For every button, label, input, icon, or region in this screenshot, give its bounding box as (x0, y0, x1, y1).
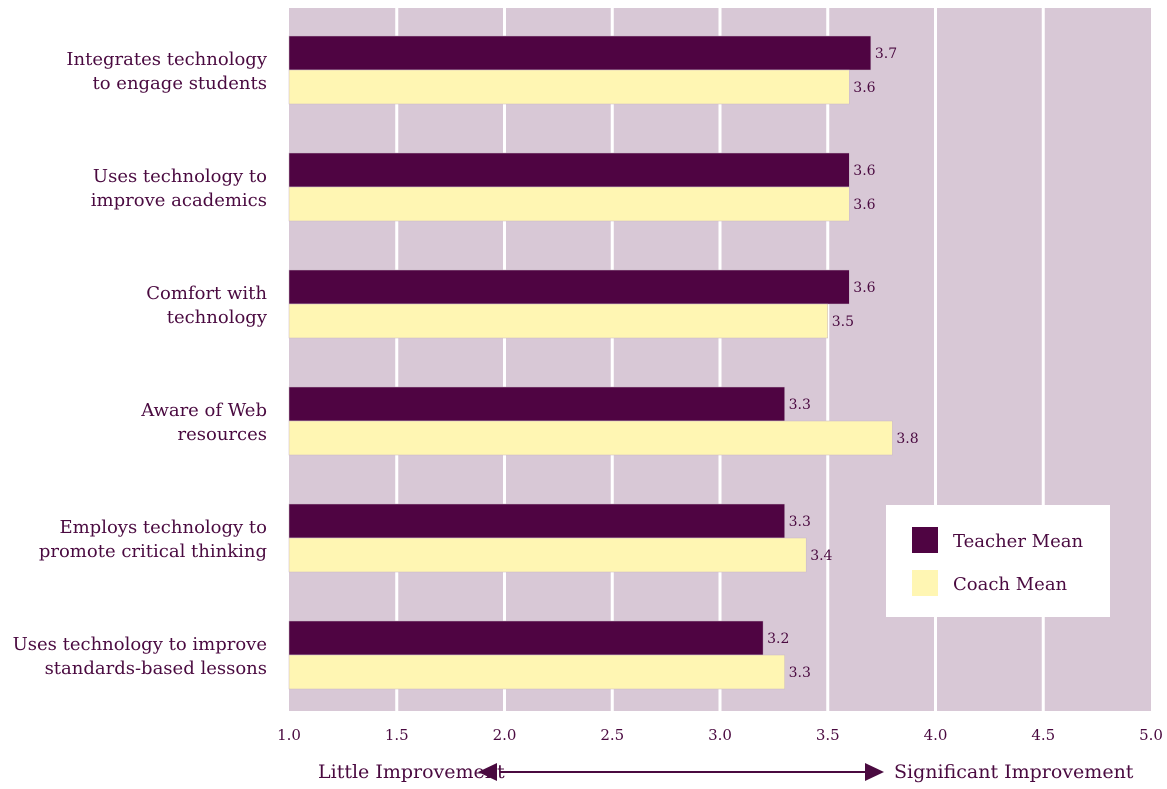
category-label: Integrates technology (66, 49, 267, 70)
arrow-right-icon (865, 763, 884, 781)
scale-right-label: Significant Improvement (894, 761, 1134, 783)
legend-swatch-coach (912, 570, 938, 596)
teacher-mean-bar (288, 386, 785, 422)
legend-swatch-teacher (912, 527, 938, 553)
coach-mean-bar (288, 303, 828, 339)
x-tick-label: 1.5 (385, 726, 409, 744)
scale-left-label: Little Improvement (318, 761, 505, 783)
arrow-left-icon (478, 763, 497, 781)
x-tick-label: 3.5 (816, 726, 840, 744)
category-label: Aware of Web (140, 400, 267, 421)
bar-value-label: 3.3 (789, 665, 811, 681)
category-label: promote critical thinking (39, 541, 267, 562)
coach-mean-bar (288, 654, 785, 690)
bar-value-label: 3.3 (789, 514, 811, 530)
category-label: standards-based lessons (45, 658, 267, 679)
x-tick-label: 2.5 (600, 726, 624, 744)
category-label: Uses technology to improve (13, 634, 267, 655)
x-tick-label: 5.0 (1139, 726, 1163, 744)
bar-value-label: 3.5 (832, 314, 854, 330)
teacher-mean-bar (288, 503, 785, 539)
bar-value-label: 3.2 (767, 631, 789, 647)
teacher-mean-bar (288, 620, 764, 656)
category-label: technology (167, 307, 268, 328)
x-tick-label: 3.0 (708, 726, 732, 744)
x-tick-label: 4.0 (924, 726, 948, 744)
bar-value-label: 3.6 (853, 80, 875, 96)
bar-value-label: 3.8 (896, 431, 918, 447)
category-label: improve academics (91, 190, 267, 211)
bar-value-label: 3.6 (853, 197, 875, 213)
teacher-mean-bar (288, 152, 850, 188)
bar-value-label: 3.4 (810, 548, 832, 564)
coach-mean-bar (288, 420, 893, 456)
legend-label: Coach Mean (953, 574, 1068, 595)
bar-value-label: 3.7 (875, 46, 897, 62)
coach-mean-bar (288, 69, 850, 105)
teacher-mean-bar (288, 35, 872, 71)
x-tick-label: 2.0 (493, 726, 517, 744)
category-label: Employs technology to (59, 517, 267, 538)
coach-mean-bar (288, 537, 807, 573)
legend-box (886, 505, 1110, 617)
teacher-mean-bar (288, 269, 850, 305)
x-tick-label: 4.5 (1031, 726, 1055, 744)
category-label: to engage students (93, 73, 268, 94)
legend-label: Teacher Mean (953, 531, 1083, 552)
category-label: resources (178, 424, 268, 445)
x-tick-label: 1.0 (277, 726, 301, 744)
coach-mean-bar (288, 186, 850, 222)
category-label: Comfort with (146, 283, 267, 304)
category-label: Uses technology to (93, 166, 267, 187)
bar-value-label: 3.6 (853, 280, 875, 296)
bar-value-label: 3.3 (789, 397, 811, 413)
bar-value-label: 3.6 (853, 163, 875, 179)
